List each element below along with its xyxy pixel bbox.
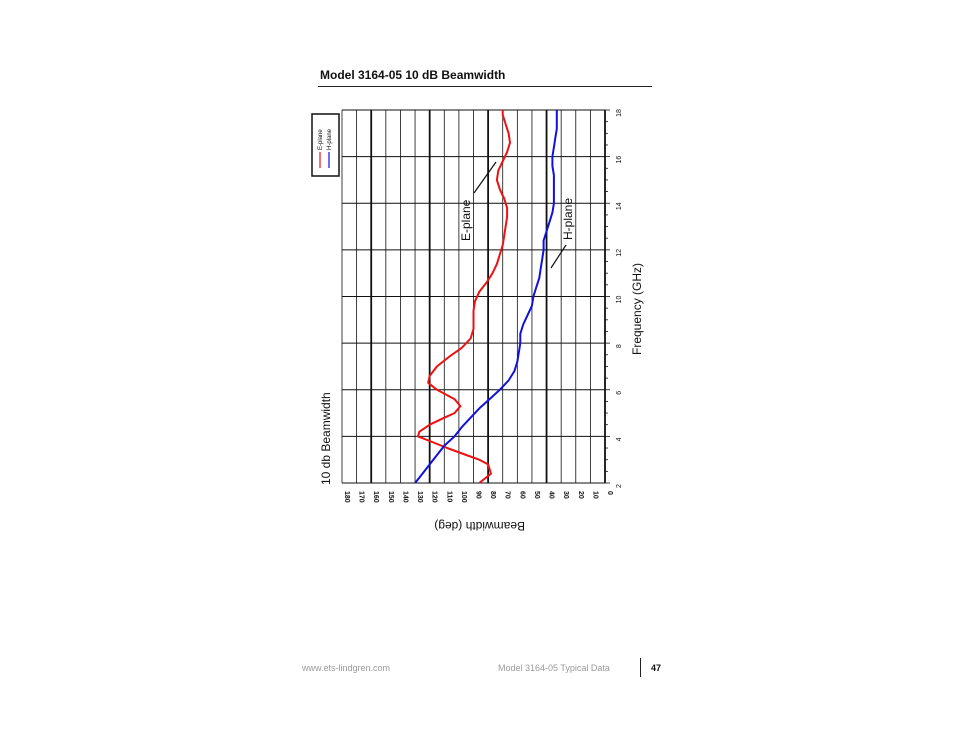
- frequency-tick-label: 8: [616, 344, 623, 348]
- chart-title: 10 db Beamwidth: [319, 392, 333, 485]
- chart-grid: [341, 109, 606, 484]
- footer-divider: [640, 658, 641, 677]
- frequency-tick-label: 16: [616, 156, 623, 164]
- beamwidth-tick-label: 30: [562, 491, 569, 499]
- series-line-h-plane: [414, 110, 558, 484]
- beamwidth-tick-label: 50: [533, 491, 540, 499]
- annotation-h-plane-leader: [550, 244, 567, 269]
- annotation-e-plane-leader: [473, 161, 497, 194]
- beamwidth-tick-label: 90: [475, 491, 482, 499]
- page-number: 47: [651, 663, 662, 673]
- footer-url: www.ets-lindgren.com: [302, 663, 391, 673]
- beamwidth-tick-label: 150: [387, 491, 394, 503]
- chart-legend: E-plane H-plane: [311, 113, 340, 177]
- chart-ticks: 2 4 6 8 10 12 14 16 18 180 170 160 150 140 130 120 110 10…: [343, 109, 623, 503]
- beamwidth-tick-label: 40: [548, 491, 555, 499]
- frequency-tick-label: 2: [616, 484, 623, 488]
- beamwidth-tick-label: 110: [445, 491, 452, 502]
- y-axis-label: Beamwidth (deg): [434, 519, 525, 533]
- series-line-e-plane: [417, 110, 511, 484]
- beamwidth-tick-label: 180: [343, 491, 350, 503]
- beamwidth-tick-label: 60: [518, 491, 525, 499]
- beamwidth-tick-label: 80: [489, 491, 496, 499]
- beamwidth-tick-label: 140: [401, 491, 408, 503]
- beamwidth-tick-label: 10: [591, 491, 598, 499]
- annotation-e-plane: E-plane: [459, 199, 473, 241]
- footer-doc-title: Model 3164-05 Typical Data: [498, 663, 610, 673]
- beamwidth-tick-label: 20: [577, 491, 584, 499]
- frequency-tick-label: 6: [616, 391, 623, 395]
- beamwidth-tick-label: 70: [504, 491, 511, 499]
- chart-series: [414, 110, 558, 484]
- beamwidth-tick-label: 100: [460, 491, 467, 503]
- legend-label-h-plane: H-plane: [327, 128, 333, 150]
- page-title: Model 3164-05 10 dB Beamwidth: [320, 68, 506, 82]
- legend-label-e-plane: E-plane: [318, 129, 324, 150]
- legend-box: [311, 113, 340, 177]
- frequency-tick-label: 4: [616, 437, 623, 441]
- beamwidth-tick-label: 130: [416, 491, 423, 503]
- beamwidth-tick-label: 170: [358, 491, 365, 503]
- frequency-tick-label: 10: [616, 296, 623, 304]
- beamwidth-tick-label: 120: [431, 491, 438, 503]
- frequency-tick-label: 18: [616, 109, 623, 117]
- beamwidth-tick-label: 160: [372, 491, 379, 503]
- title-rule: [318, 86, 652, 87]
- frequency-tick-label: 12: [616, 249, 623, 257]
- frequency-tick-label: 14: [616, 202, 623, 210]
- annotation-h-plane: H-plane: [561, 198, 575, 240]
- x-axis-label: Frequency (GHz): [630, 263, 644, 355]
- beamwidth-tick-label: 0: [606, 491, 613, 495]
